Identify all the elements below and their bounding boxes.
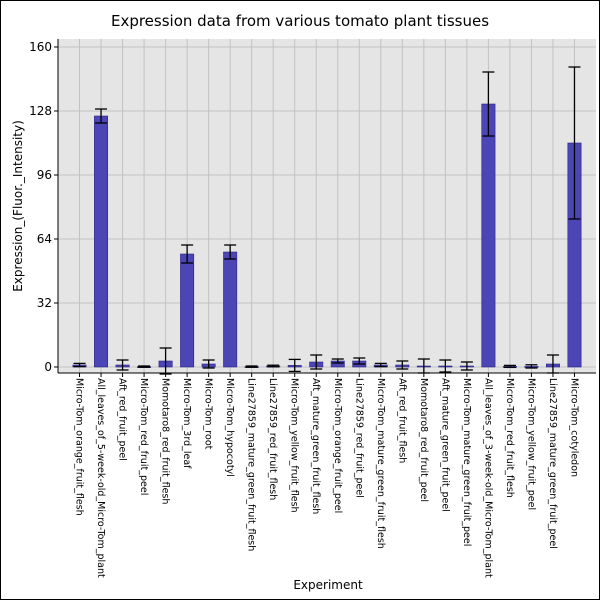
error-bar [331, 358, 344, 364]
error-bar [95, 108, 108, 124]
error-bar [568, 66, 581, 220]
plot-area [58, 39, 596, 373]
error-bar [288, 358, 301, 373]
y-tick-label: 64 [37, 232, 52, 246]
error-bar [503, 364, 516, 369]
x-tick-label: Micro-Tom_mature_green_fruit_peel [461, 378, 472, 546]
x-tick-label: Micro-Tom_mature_green_fruit_flesh [375, 378, 386, 549]
error-bar [181, 244, 194, 264]
bar [481, 103, 496, 368]
y-tick-label: 0 [44, 360, 52, 374]
x-tick-label: Momotaro8_red_fruit_peel [418, 378, 429, 502]
x-tick-label: Line27859_mature_green_fruit_flesh [246, 378, 257, 551]
x-tick-label: Line27859_red_fruit_flesh [267, 378, 278, 500]
error-bar [374, 362, 387, 368]
y-tick-label: 160 [29, 40, 52, 54]
x-tick-label: Micro-Tom_root [203, 378, 214, 450]
x-tick-label: Aft_red_fruit_flesh [396, 378, 407, 463]
x-tick-label: Micro-Tom_hypocotyl [224, 378, 235, 477]
x-tick-label: Line27859_red_fruit_peel [353, 378, 364, 498]
y-axis-label: Expression_(Fluor._Intensity) [11, 120, 25, 292]
x-tick-label: Micro-Tom_orange_fruit_flesh [74, 378, 85, 516]
error-bar [310, 354, 323, 370]
error-bar [525, 364, 538, 369]
chart-title: Expression data from various tomato plan… [111, 12, 489, 30]
x-tick-label: Micro-Tom_yellow_fruit_peel [525, 378, 536, 510]
x-tick-label: Momotaro8_red_fruit_flesh [160, 378, 171, 504]
x-tick-label: All_leaves_of_3-week-old_Micro-Tom_plant [482, 378, 493, 578]
x-tick-label: All_leaves_of_5-week-old_Micro-Tom_plant [95, 378, 106, 578]
y-axis-ticks: 0 32 64 96 128 160 [29, 40, 58, 374]
x-tick-label: Aft_red_fruit_peel [117, 378, 128, 461]
x-tick-label: Micro-Tom_3rd_leaf [181, 378, 192, 469]
x-axis-label: Experiment [293, 578, 363, 592]
x-axis-ticks: Micro-Tom_orange_fruit_flesh All_leaves_o… [74, 373, 579, 578]
x-tick-label: Micro-Tom_red_fruit_flesh [504, 378, 515, 498]
y-tick-label: 128 [29, 104, 52, 118]
y-tick-label: 96 [37, 168, 52, 182]
y-tick-label: 32 [37, 296, 52, 310]
error-bar [267, 364, 280, 368]
error-bar [116, 359, 129, 371]
x-tick-label: Micro-Tom_orange_fruit_peel [332, 378, 343, 513]
error-bar [224, 244, 237, 260]
x-tick-label: Aft_mature_green_fruit_peel [439, 378, 450, 512]
bar [94, 115, 109, 368]
x-tick-label: Micro-Tom_yellow_fruit_flesh [289, 378, 300, 513]
x-tick-label: Line27859_mature_green_fruit_peel [547, 378, 558, 549]
bar [180, 253, 195, 368]
bar [223, 251, 238, 368]
error-bar [73, 362, 86, 368]
error-bar [353, 357, 366, 365]
error-bar [460, 361, 473, 371]
error-bar [396, 360, 409, 370]
error-bars [73, 66, 581, 375]
x-tick-label: Micro-Tom_cotyledon [568, 378, 579, 477]
x-tick-label: Aft_mature_green_fruit_flesh [310, 378, 321, 514]
error-bar [245, 365, 258, 368]
error-bar [202, 359, 215, 369]
error-bar [482, 71, 495, 137]
error-bar [138, 365, 151, 368]
error-bar [439, 359, 452, 373]
x-tick-label: Micro-Tom_red_fruit_peel [138, 378, 149, 495]
